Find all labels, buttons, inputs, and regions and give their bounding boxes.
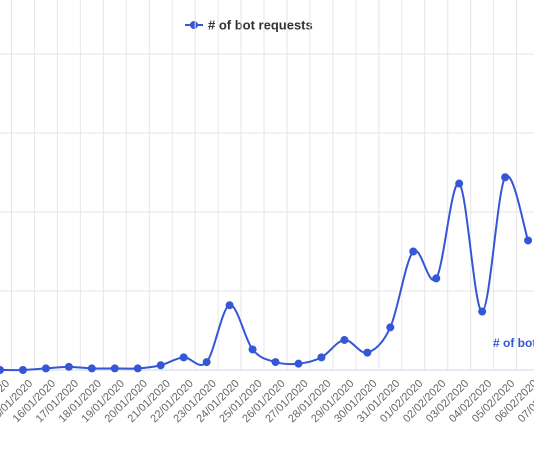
point (179, 353, 188, 362)
point (478, 307, 487, 316)
point (409, 247, 418, 256)
point (317, 353, 326, 362)
annotation: # of bot requests (493, 336, 534, 350)
point (455, 179, 464, 188)
point (386, 323, 395, 332)
point (18, 366, 27, 374)
point (271, 358, 280, 367)
point (202, 358, 211, 367)
point (432, 274, 441, 283)
point (248, 345, 257, 354)
point (524, 236, 533, 245)
point (87, 364, 96, 373)
legend-label: # of bot requests (208, 17, 313, 32)
point (0, 366, 4, 374)
legend-marker (190, 21, 198, 29)
point (156, 361, 165, 370)
point (294, 359, 303, 368)
point (41, 364, 50, 373)
point (363, 348, 372, 357)
point (133, 364, 142, 373)
point (110, 364, 119, 373)
point (225, 301, 234, 310)
point (64, 362, 73, 371)
point (340, 335, 349, 344)
point (501, 173, 510, 182)
